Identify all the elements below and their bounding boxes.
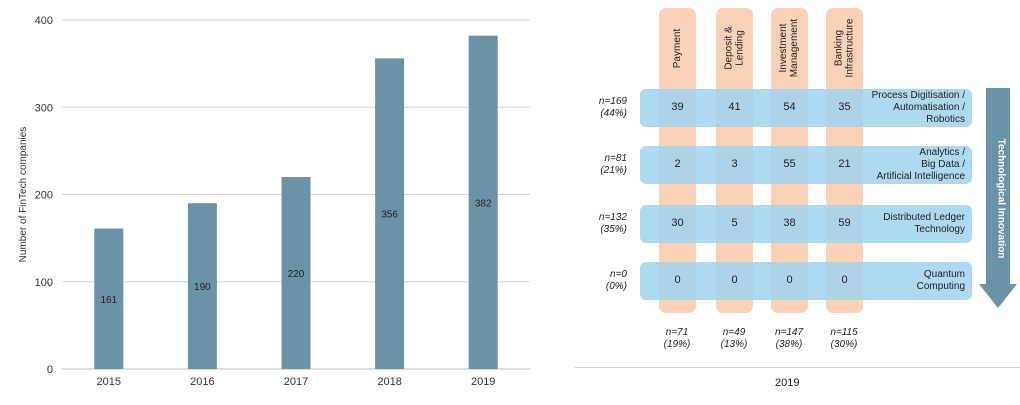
matrix-cell-value: 30 xyxy=(671,217,684,229)
y-axis-title: Number of FinTech companies xyxy=(18,127,29,263)
arrow-label-text: Technological Innovation xyxy=(995,138,1007,258)
bar-data-label: 220 xyxy=(288,269,305,280)
bar-data-label: 190 xyxy=(194,282,211,293)
bar-data-label: 382 xyxy=(475,198,492,209)
y-tick-label: 100 xyxy=(35,277,53,289)
bar xyxy=(281,177,311,369)
matrix-cell-value: 35 xyxy=(838,101,851,113)
column-count: n=71 (19%) xyxy=(663,327,691,350)
row-count: n=81 (21%) xyxy=(600,153,627,176)
y-tick-label: 300 xyxy=(35,102,53,114)
arrow-label: Technological Innovation xyxy=(991,118,1011,278)
matrix-cell-value: 0 xyxy=(786,274,793,286)
x-tick-label: 2019 xyxy=(471,376,495,388)
row-count: n=0 (0%) xyxy=(605,269,627,292)
matrix-cell-value: 54 xyxy=(783,101,796,113)
matrix-cell-value: 38 xyxy=(783,217,796,229)
column-header: Deposit & Lending xyxy=(716,12,753,84)
matrix-cell-value: 3 xyxy=(731,158,738,170)
x-tick-label: 2018 xyxy=(377,376,401,388)
bar-data-label: 356 xyxy=(381,210,398,221)
row-label: Process Digitisation / Automatisation / Ro… xyxy=(871,90,965,125)
row-count: n=169 (44%) xyxy=(598,96,627,119)
column-header: Investment Management xyxy=(771,12,808,84)
matrix-cell-value: 5 xyxy=(731,217,738,229)
bar-chart: 0 100 200 300 400 161 2015 190 2016 220 2017 356 201… xyxy=(18,15,530,388)
column-header-label: Banking Infrastructure xyxy=(833,18,856,78)
innovation-arrow-icon xyxy=(979,88,1017,308)
row-band xyxy=(640,205,972,243)
matrix-cell-value: 2 xyxy=(674,158,681,170)
matrix-cell-value: 55 xyxy=(783,158,796,170)
arrow-shape xyxy=(979,88,1017,308)
column-header-label: Investment Management xyxy=(778,18,801,78)
column-header: Banking Infrastructure xyxy=(826,12,863,84)
y-tick-label: 400 xyxy=(35,15,53,27)
row-label: Quantum Computing xyxy=(916,269,965,292)
row-label: Distributed Ledger Technology xyxy=(883,212,965,235)
bar xyxy=(375,58,405,369)
y-tick-label: 0 xyxy=(47,364,53,376)
matrix-baseline xyxy=(575,367,1020,368)
row-band xyxy=(640,146,972,184)
x-tick-label: 2016 xyxy=(190,376,214,388)
x-tick-label: 2017 xyxy=(284,376,308,388)
column-count: n=49 (13%) xyxy=(720,327,748,350)
matrix-cell-value: 21 xyxy=(838,158,851,170)
column-header: Payment xyxy=(659,12,696,84)
column-header-label: Payment xyxy=(672,28,683,68)
y-tick-label: 200 xyxy=(35,190,53,202)
fintech-matrix: 2019 Payment n=71 (19%) Deposit & Lending n=4… xyxy=(575,0,1020,405)
row-band xyxy=(640,89,972,127)
row-count: n=132 (35%) xyxy=(598,212,627,235)
bar xyxy=(468,35,498,369)
matrix-cell-value: 39 xyxy=(671,101,684,113)
bar xyxy=(187,203,217,369)
column-header-label: Deposit & Lending xyxy=(723,26,746,70)
row-band xyxy=(640,262,972,300)
column-count: n=115 (30%) xyxy=(830,327,858,350)
bar xyxy=(94,228,124,369)
matrix-year-label: 2019 xyxy=(775,377,800,389)
column-count: n=147 (38%) xyxy=(774,327,804,350)
matrix-cell-value: 41 xyxy=(728,101,741,113)
x-tick-label: 2015 xyxy=(97,376,121,388)
matrix-cell-value: 0 xyxy=(674,274,681,286)
bar-data-label: 161 xyxy=(100,295,117,306)
matrix-cell-value: 0 xyxy=(841,274,848,286)
matrix-cell-value: 59 xyxy=(838,217,851,229)
matrix-cell-value: 0 xyxy=(731,274,738,286)
row-label: Analytics / Big Data / Artificial Intellig… xyxy=(876,147,965,182)
